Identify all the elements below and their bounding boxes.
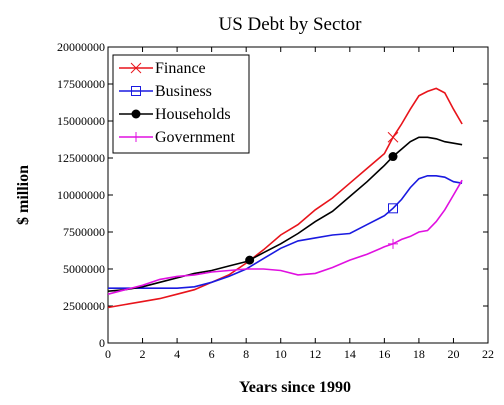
series-layer [107, 87, 463, 309]
y-tick-label: 7500000 [63, 225, 105, 239]
legend-marker-households [131, 109, 141, 119]
y-tick-label: 20000000 [57, 40, 105, 54]
x-tick-label: 20 [447, 347, 459, 361]
legend-marker-government [131, 132, 141, 142]
x-tick-label: 22 [482, 347, 494, 361]
data-point-marker-households [245, 255, 255, 265]
y-tick-label: 10000000 [57, 188, 105, 202]
x-tick-label: 18 [413, 347, 425, 361]
data-point-marker-business [388, 203, 398, 214]
y-tick-label: 5000000 [63, 262, 105, 276]
x-tick-label: 10 [275, 347, 287, 361]
y-tick-label: 2500000 [63, 299, 105, 313]
x-tick-label: 4 [174, 347, 180, 361]
legend-label-finance: Finance [155, 60, 206, 77]
chart-title: US Debt by Sector [218, 14, 362, 35]
series-line-business [108, 175, 463, 290]
y-tick-label: 15000000 [57, 114, 105, 128]
legend-marker-business [131, 86, 141, 96]
series-line-government [107, 179, 463, 295]
y-tick-label: 12500000 [57, 151, 105, 165]
x-tick-label: 12 [309, 347, 321, 361]
series-line-finance [107, 87, 463, 309]
x-tick-label: 14 [344, 347, 356, 361]
data-point-marker-finance [387, 131, 399, 143]
legend-marker-finance [130, 62, 142, 74]
legend-marker-finance-stroke [130, 62, 142, 74]
legend-label-government: Government [155, 129, 236, 146]
y-tick-label: 17500000 [57, 77, 105, 91]
x-tick-label: 0 [105, 347, 111, 361]
series-line-households [107, 136, 463, 292]
legend-label-business: Business [155, 83, 212, 100]
x-tick-label: 8 [243, 347, 249, 361]
x-tick-label: 6 [209, 347, 215, 361]
axes: 0 2 4 6 8 10 12 14 16 18 20 22 0 2500000 5000000 750000… [57, 40, 494, 361]
data-point-marker-households [388, 152, 398, 162]
data-point-marker-government [388, 238, 398, 249]
y-axis-label: $ million [15, 165, 32, 225]
data-point-marker-finance-stroke [387, 131, 399, 143]
y-tick-label: 0 [99, 336, 105, 350]
x-tick-label: 2 [140, 347, 146, 361]
x-tick-label: 16 [378, 347, 390, 361]
legend-label-households: Households [155, 106, 231, 123]
x-axis-label: Years since 1990 [239, 379, 351, 396]
legend: Finance Business Households Government [112, 54, 250, 154]
